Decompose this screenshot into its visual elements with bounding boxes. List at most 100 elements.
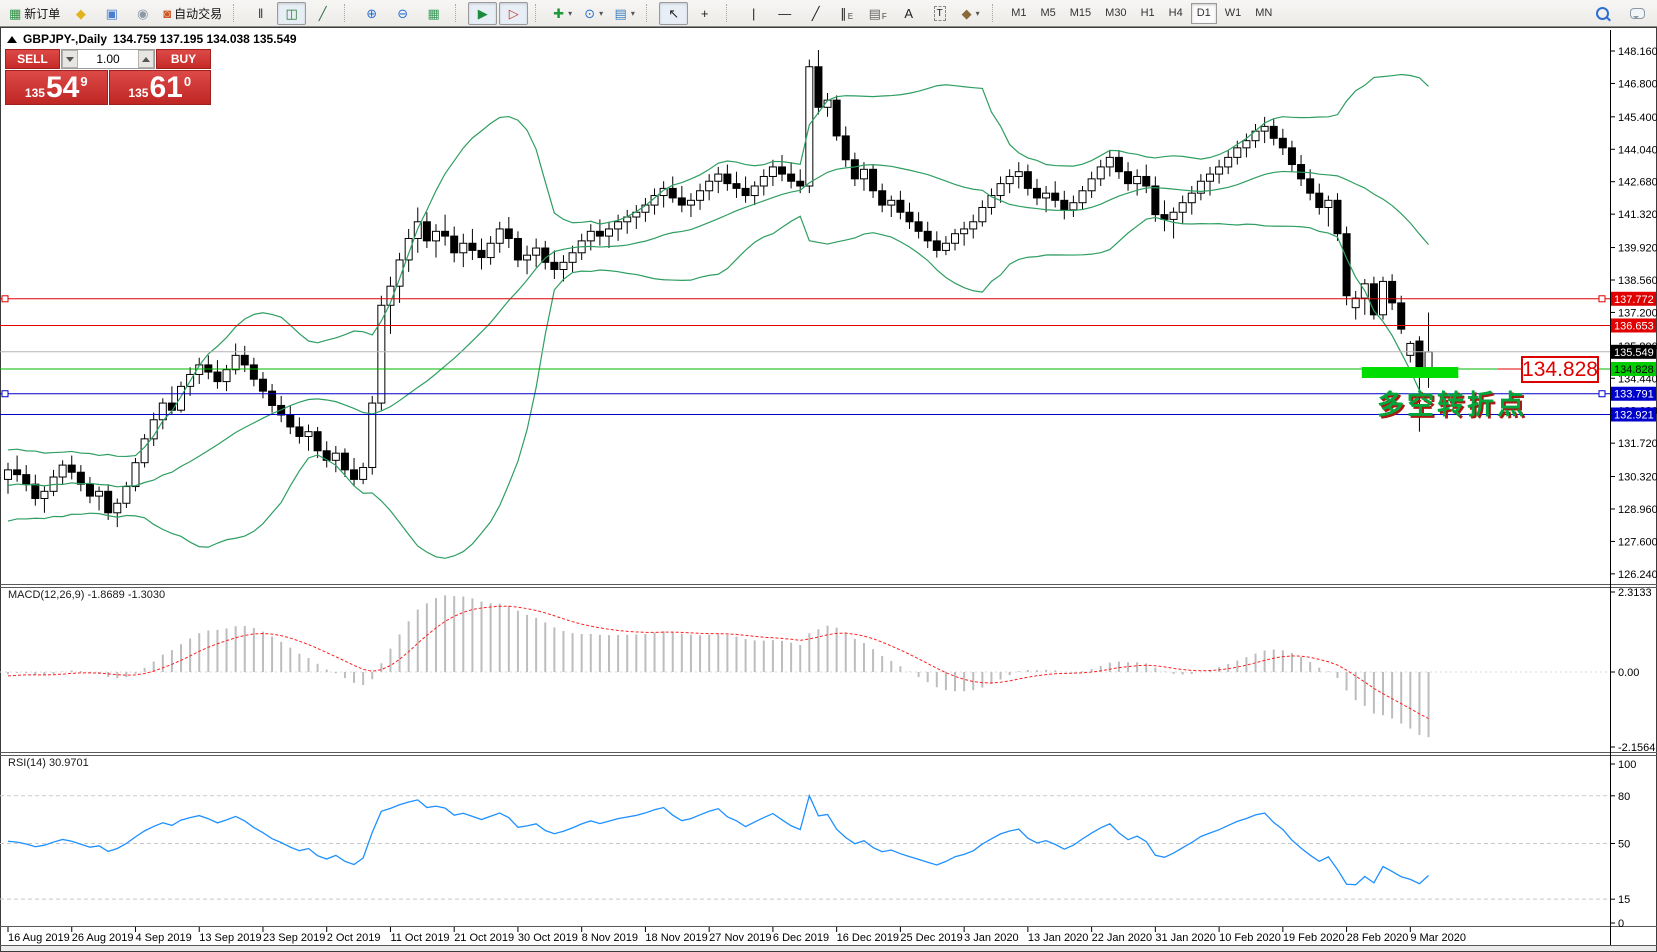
- price-callout-box[interactable]: 134.828: [1521, 356, 1599, 383]
- channel-icon: ∥: [840, 5, 847, 21]
- svg-text:21 Oct 2019: 21 Oct 2019: [454, 932, 514, 944]
- tile-windows-button[interactable]: ▦: [419, 2, 448, 25]
- svg-text:2 Oct 2019: 2 Oct 2019: [327, 932, 381, 944]
- auto-trading-button[interactable]: ◙ 自动交易: [159, 2, 226, 25]
- svg-text:127.600: 127.600: [1618, 536, 1657, 548]
- svg-text:6 Dec 2019: 6 Dec 2019: [773, 932, 829, 944]
- bollinger-band-line: [7, 215, 1430, 559]
- price-axis[interactable]: 148.160 146.800 145.400 144.040 142.680 141.3…: [1610, 30, 1657, 945]
- auto-scroll-button[interactable]: ▶: [468, 1, 498, 25]
- rsi-pane: [0, 793, 1610, 900]
- sub-letter: E: [847, 11, 854, 21]
- crosshair-button[interactable]: +: [690, 2, 719, 25]
- zoom-out-button[interactable]: ⊖: [388, 2, 417, 25]
- volume-up-button[interactable]: [138, 50, 154, 68]
- volume-down-button[interactable]: [62, 50, 78, 68]
- timeframe-m1-button[interactable]: M1: [1011, 7, 1027, 19]
- bar-chart-type-icon: ‖: [258, 5, 264, 21]
- cursor-button[interactable]: ↖: [659, 1, 689, 25]
- text-label-button[interactable]: T: [925, 2, 954, 25]
- sell-price-button[interactable]: 135 54 9: [5, 70, 108, 105]
- volume-stepper: 1.00: [61, 49, 155, 69]
- level-lines: [0, 295, 1610, 415]
- chart-title: GBPJPY-,Daily 134.759 137.195 134.038 13…: [7, 32, 297, 46]
- chinese-annotation[interactable]: 多空转折点: [1377, 390, 1527, 420]
- timeframe-m30-button[interactable]: M30: [1105, 7, 1127, 19]
- svg-text:26 Aug 2019: 26 Aug 2019: [72, 932, 134, 944]
- market-watch-icon-button[interactable]: ▣: [97, 2, 126, 25]
- sell-button[interactable]: SELL: [5, 49, 60, 69]
- auto-trading-button-label: 自动交易: [174, 6, 223, 21]
- collapse-icon[interactable]: [7, 35, 17, 43]
- period-dropdown-button[interactable]: ⊙ ▾: [579, 2, 608, 25]
- toolbar-separator: [233, 4, 240, 22]
- svg-text:16 Dec 2019: 16 Dec 2019: [837, 932, 899, 944]
- new-order-button-label: 新订单: [24, 6, 61, 21]
- trendline-button[interactable]: ╱: [801, 2, 830, 25]
- chevron-down-icon: ▾: [568, 8, 573, 18]
- tile-windows-icon: ▦: [427, 5, 440, 21]
- alerts-icon-button[interactable]: ◉: [128, 2, 157, 25]
- timeframe-d1-button[interactable]: D1: [1190, 2, 1217, 24]
- channel-button[interactable]: ∥ E: [832, 2, 861, 25]
- horizontal-line-button[interactable]: —: [770, 2, 799, 25]
- svg-text:134.440: 134.440: [1618, 373, 1657, 385]
- svg-text:136.653: 136.653: [1614, 320, 1654, 332]
- svg-text:130.320: 130.320: [1618, 472, 1657, 484]
- ohlc-values: 134.759 137.195 134.038 135.549: [113, 32, 297, 46]
- search-button[interactable]: [1592, 2, 1621, 25]
- text-button[interactable]: A: [894, 2, 923, 25]
- svg-text:146.800: 146.800: [1618, 78, 1657, 90]
- svg-text:132.921: 132.921: [1614, 409, 1654, 421]
- sub-letter: F: [881, 11, 887, 21]
- zoom-in-button[interactable]: ⊕: [357, 2, 386, 25]
- svg-text:133.791: 133.791: [1614, 389, 1654, 401]
- macd-pane: [0, 595, 1610, 738]
- buy-button[interactable]: BUY: [156, 49, 211, 69]
- triangle-down-icon: [66, 56, 74, 62]
- svg-text:100: 100: [1618, 759, 1636, 771]
- add-order-dropdown-button[interactable]: ✚ ▾: [548, 2, 577, 25]
- highlight-rectangle[interactable]: [1361, 367, 1459, 379]
- svg-text:31 Jan 2020: 31 Jan 2020: [1155, 932, 1216, 944]
- vertical-line-icon: |: [751, 5, 756, 21]
- buy-price-button[interactable]: 135 61 0: [108, 70, 211, 105]
- candlestick-chart-type-button[interactable]: ◫: [277, 1, 307, 25]
- timeframe-m15-button[interactable]: M15: [1069, 7, 1092, 19]
- timeframe-h4-button[interactable]: H4: [1168, 7, 1183, 19]
- date-axis[interactable]: 16 Aug 2019 26 Aug 2019 4 Sep 2019 13 Sep 2…: [7, 927, 1466, 944]
- text-icon: A: [904, 5, 914, 21]
- fibonacci-button[interactable]: ▤ F: [863, 2, 892, 25]
- svg-text:0.00: 0.00: [1618, 667, 1639, 679]
- chat-button[interactable]: [1623, 2, 1652, 25]
- bar-chart-type-button[interactable]: ‖: [246, 2, 275, 25]
- svg-text:128.960: 128.960: [1618, 504, 1657, 516]
- new-order-icon: ▦: [9, 5, 22, 21]
- svg-text:23 Sep 2019: 23 Sep 2019: [263, 932, 325, 944]
- chart-shift-button[interactable]: ▷: [499, 1, 529, 25]
- timeframe-w1-button[interactable]: W1: [1224, 7, 1242, 19]
- vertical-line-button[interactable]: |: [739, 2, 768, 25]
- svg-text:30 Oct 2019: 30 Oct 2019: [518, 932, 578, 944]
- arrows-dropdown-button[interactable]: ◆ ▾: [956, 2, 985, 25]
- triangle-up-icon: [142, 56, 150, 62]
- timeframe-m5-button[interactable]: M5: [1040, 7, 1056, 19]
- svg-text:13 Sep 2019: 13 Sep 2019: [199, 932, 261, 944]
- sell-price-big: 54: [45, 71, 80, 104]
- timeframe-mn-button[interactable]: MN: [1255, 7, 1273, 19]
- new-order-button[interactable]: ▦ 新订单: [5, 2, 64, 25]
- svg-text:141.320: 141.320: [1618, 209, 1657, 221]
- svg-text:126.240: 126.240: [1618, 569, 1657, 581]
- template-dropdown-button[interactable]: ▤ ▾: [610, 2, 639, 25]
- toolbar-separator: [726, 4, 733, 22]
- chevron-down-icon: ▾: [630, 8, 635, 18]
- highlighter-icon-button[interactable]: ◆: [66, 2, 95, 25]
- line-chart-type-button[interactable]: ╱: [308, 2, 337, 25]
- svg-text:13 Jan 2020: 13 Jan 2020: [1028, 932, 1089, 944]
- timeframe-h1-button[interactable]: H1: [1140, 7, 1155, 19]
- line-chart-type-icon: ╱: [318, 5, 327, 21]
- volume-value[interactable]: 1.00: [96, 52, 120, 66]
- alerts-icon-icon: ◉: [137, 5, 149, 21]
- zoom-in-icon: ⊕: [366, 5, 378, 21]
